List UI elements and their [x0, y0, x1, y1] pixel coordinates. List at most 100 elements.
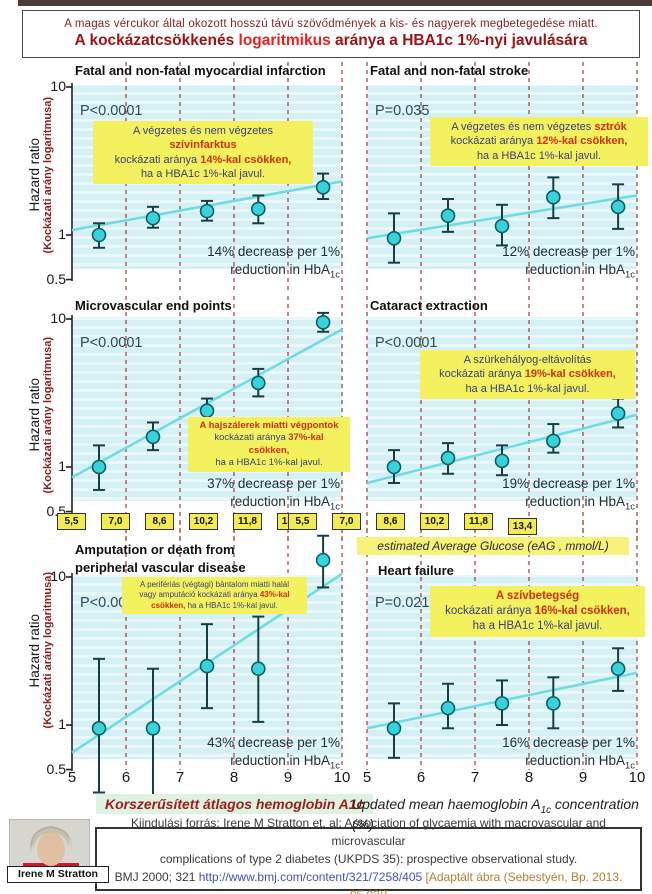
x-tick-label-9: 9 [283, 769, 293, 786]
data-point [315, 552, 331, 568]
p-value-cataract-extraction: P<0.0001 [375, 335, 438, 351]
eag-value-box: 8,6 [145, 513, 174, 530]
note-text-segment: 12%-kal csökken, [536, 135, 628, 148]
eag-value-box: 11,8 [464, 513, 493, 530]
data-point [546, 189, 561, 205]
annotation-line2: reduction in HbA1c [525, 752, 635, 772]
note-line: kockázati aránya 12%-kal csökken, [435, 134, 643, 148]
chart-title-amputation-pvd: Amputation or death from peripheral vascu… [75, 541, 246, 577]
annotation-line2: reduction in HbA1c [230, 752, 340, 772]
annotation-line1: 19% decrease per 1% [502, 476, 635, 491]
y-tick-label-10: 10 [50, 568, 66, 584]
annotation-stroke: 12% decrease per 1% reduction in HbA1c [502, 243, 635, 282]
p-value-stroke: P=0.035 [375, 103, 430, 119]
note-line: A végzetes és nem végzetes sztrók [435, 120, 643, 134]
chart-stroke [366, 62, 638, 294]
p-value-myocardial-infarction: P<0.0001 [80, 103, 143, 119]
annotation-amputation-pvd: 43% decrease per 1% reduction in HbA1c [207, 734, 340, 773]
citation-url-link[interactable]: http://www.bmj.com/content/321/7258/405 [198, 870, 423, 884]
x-tick-label-7: 7 [175, 769, 185, 786]
annotation-myocardial-infarction: 14% decrease per 1% reduction in HbA1c [207, 243, 340, 282]
top-border-strip [18, 0, 652, 6]
chart-title-stroke: Fatal and non-fatal stroke [370, 62, 528, 80]
note-text-segment: csökken, [248, 444, 290, 456]
figure-header: A magas vércukor által okozott hosszú tá… [22, 10, 640, 58]
data-point [494, 453, 510, 469]
note-text-segment: kockázati aránya [450, 135, 537, 148]
p-value-microvascular-end-points: P<0.0001 [80, 335, 143, 351]
x-tick-label-5: 5 [67, 769, 77, 786]
chart-title-cataract-extraction: Cataract extraction [370, 297, 488, 315]
chart-title-line: Fatal and non-fatal stroke [370, 63, 529, 78]
annotation-subscript: 1c [625, 269, 635, 281]
annotation-microvascular-end-points: 37% decrease per 1% reduction in HbA1c [207, 475, 340, 514]
note-text-segment: A perifériás (végtagi) bántalom miatti h… [140, 580, 289, 589]
data-point [494, 696, 510, 711]
eag-axis-label: estimated Average Glucose (eAG , mmol/L) [357, 537, 629, 555]
note-text-segment: ha a HBA1c 1%-kal javul. [215, 457, 323, 469]
annotation-subscript: 1c [625, 501, 635, 513]
annotation-line2: reduction in HbA1c [525, 493, 635, 513]
note-line: A hajszálerek miatti végpontok [193, 420, 345, 432]
x-tick-label-9: 9 [578, 769, 588, 786]
note-text-segment: 16%-kal csökken, [534, 604, 630, 617]
x-axis-label-hungarian: Korszerűsített átlagos hemoglobin A1c [96, 794, 374, 814]
data-point [145, 429, 161, 445]
x-tick-label-6: 6 [121, 769, 131, 786]
note-text-segment: 43%-kal [259, 590, 290, 600]
data-point [546, 433, 561, 449]
data-point [91, 720, 107, 736]
chart-cataract-extraction [366, 296, 638, 540]
annotation-line1: 14% decrease per 1% [207, 244, 340, 259]
annotation-cataract-extraction: 19% decrease per 1% reduction in HbA1c [502, 475, 635, 514]
y-tick-label-10: 10 [50, 310, 66, 326]
x-tick-label-5: 5 [362, 769, 372, 786]
chart-title-line: Microvascular end points [75, 298, 232, 313]
note-box-myocardial-infarction: A végzetes és nem végzetes szívinfarktus… [93, 121, 313, 185]
annotation-subscript: 1c [330, 269, 340, 281]
eag-value-box: 5,5 [57, 513, 86, 530]
note-box-heart-failure: A szívbetegség kockázati aránya 16%-kal c… [430, 586, 645, 637]
data-point [251, 375, 266, 391]
annotation-subscript: 1c [625, 760, 635, 772]
data-point [91, 459, 107, 475]
note-text-segment: sztrók [594, 121, 627, 133]
note-text-segment: vagy amputáció kockázati aránya [139, 590, 260, 600]
annotation-line2: reduction in HbA1c [230, 493, 340, 513]
note-text-segment: szívinfarktus [169, 139, 237, 152]
note-text-segment: kockázati aránya [445, 604, 535, 617]
hazard-ratio-label: Hazard ratio [26, 378, 42, 452]
hazard-ratio-label-hungarian: (Kockázati arány logaritmusa) [41, 572, 54, 729]
note-line: A szívbetegség [435, 589, 640, 604]
chart-title-line: peripheral vascular disease [75, 560, 246, 575]
data-point [546, 696, 561, 711]
data-point [251, 201, 266, 217]
data-point [440, 700, 456, 716]
citation-line-3: BMJ 2000; 321 http://www.bmj.com/content… [97, 868, 640, 894]
x-tick-label-8: 8 [524, 769, 534, 786]
x-tick-label-10: 10 [628, 769, 646, 786]
note-text-segment: ha a HBA1c 1%-kal javul. [140, 167, 266, 180]
citation-line-1: Kiindulási forrás: Irene M Stratton et. … [131, 816, 606, 848]
annotation-heart-failure: 16% decrease per 1% reduction in HbA1c [502, 734, 635, 773]
data-point [386, 230, 402, 246]
chart-title-line: Cataract extraction [370, 298, 488, 313]
note-line: A perifériás (végtagi) bántalom miatti h… [127, 580, 302, 590]
data-point [610, 661, 626, 677]
citation-box: Kiindulási forrás: Irene M Stratton et. … [95, 816, 642, 894]
data-point [145, 210, 161, 226]
note-box-amputation-pvd: A perifériás (végtagi) bántalom miatti h… [122, 577, 307, 615]
data-point [251, 661, 266, 677]
y-tick-label-0.5: 0.5 [46, 760, 66, 777]
hazard-ratio-label: Hazard ratio [26, 613, 42, 688]
data-point [610, 406, 626, 421]
note-text-segment: ha a HBA1c 1%-kal javul. [185, 600, 278, 610]
note-text-segment: ha a HBA1c 1%-kal javul. [476, 149, 602, 162]
y-tick-label-0.5: 0.5 [46, 270, 66, 287]
chart-title-line: Amputation or death from [75, 542, 235, 557]
note-line: vagy amputáció kockázati aránya 43%-kal [127, 590, 302, 600]
data-point [440, 450, 456, 466]
data-point [315, 314, 331, 330]
note-text-segment: ha a HBA1c 1%-kal javul. [465, 382, 590, 395]
note-text-segment: ha a HBA1c 1%-kal javul. [472, 619, 603, 632]
